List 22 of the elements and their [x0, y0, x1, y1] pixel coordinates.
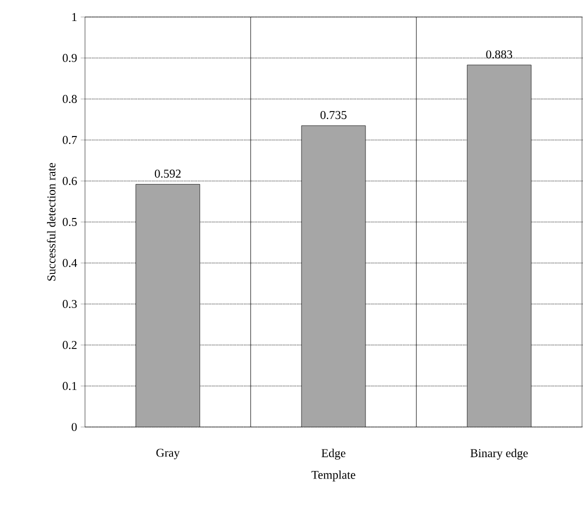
bar: [136, 184, 200, 427]
y-tick-label: 0.2: [62, 340, 77, 350]
y-tick-label: 0: [72, 422, 77, 432]
x-tick-label: Gray: [156, 448, 180, 460]
y-tick-label: 0.8: [62, 94, 77, 104]
y-tick-label: 0.9: [62, 54, 77, 62]
y-tick-label: 0.1: [62, 382, 77, 390]
y-tick-label: 0.6: [62, 176, 77, 186]
x-tick-label: Edge: [322, 448, 346, 460]
bar: [466, 64, 532, 427]
y-tick-label: 0.3: [62, 300, 77, 308]
y-tick-label: 0.7: [62, 136, 77, 144]
y-tick-label: 1: [72, 13, 77, 21]
y-tick-label: 0.4: [62, 258, 78, 268]
data-label: 0.735: [320, 111, 346, 120]
bar: [301, 125, 366, 427]
y-tick-label: 0.5: [62, 218, 77, 226]
x-axis-title: Template: [312, 470, 356, 482]
y-axis-title: Successful detection rate: [46, 162, 56, 281]
x-tick-label: Binary edge: [470, 448, 528, 460]
data-label: 0.592: [154, 170, 181, 178]
data-label: 0.883: [486, 50, 512, 58]
